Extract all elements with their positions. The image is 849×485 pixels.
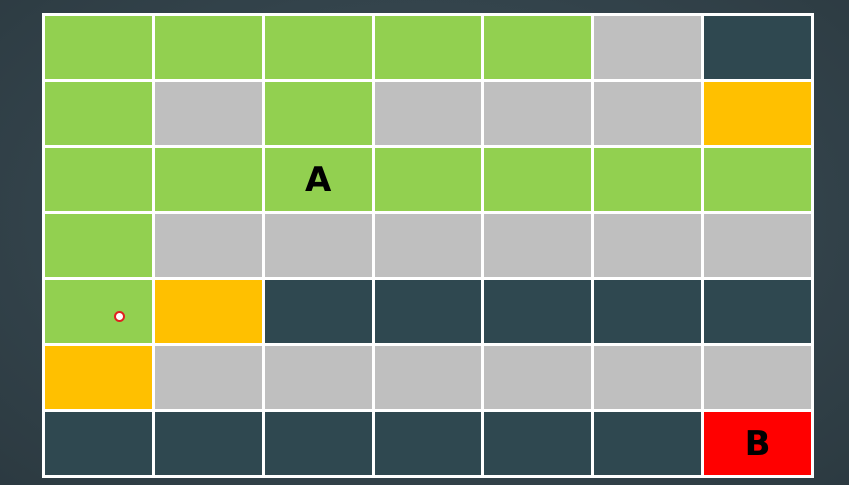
grid-cell-r6-c1[interactable] <box>155 412 262 475</box>
grid-cell-r1-c5[interactable] <box>594 82 701 145</box>
grid-cell-r4-c0[interactable] <box>45 280 152 343</box>
grid-cell-r0-c4[interactable] <box>484 16 591 79</box>
grid-cell-r1-c4[interactable] <box>484 82 591 145</box>
grid-cell-r3-c5[interactable] <box>594 214 701 277</box>
grid-cell-r0-c2[interactable] <box>265 16 372 79</box>
grid-cell-r2-c6[interactable] <box>704 148 811 211</box>
grid-cell-r3-c6[interactable] <box>704 214 811 277</box>
grid-cell-r5-c4[interactable] <box>484 346 591 409</box>
grid-cell-r5-c2[interactable] <box>265 346 372 409</box>
grid-cell-r4-c3[interactable] <box>375 280 482 343</box>
grid-cell-r3-c3[interactable] <box>375 214 482 277</box>
grid-cell-r5-c0[interactable] <box>45 346 152 409</box>
grid-cell-r5-c6[interactable] <box>704 346 811 409</box>
grid-cell-r2-c3[interactable] <box>375 148 482 211</box>
grid-cell-r2-c1[interactable] <box>155 148 262 211</box>
grid-cell-r0-c5[interactable] <box>594 16 701 79</box>
grid-cell-r2-c5[interactable] <box>594 148 701 211</box>
grid-cell-r4-c2[interactable] <box>265 280 372 343</box>
grid-cell-r0-c1[interactable] <box>155 16 262 79</box>
grid-cell-r1-c1[interactable] <box>155 82 262 145</box>
grid-cell-r5-c5[interactable] <box>594 346 701 409</box>
grid-cell-r4-c1[interactable] <box>155 280 262 343</box>
grid-cell-r2-c4[interactable] <box>484 148 591 211</box>
grid-cell-r3-c1[interactable] <box>155 214 262 277</box>
grid-cell-r4-c5[interactable] <box>594 280 701 343</box>
grid-cell-r2-c2[interactable]: A <box>265 148 372 211</box>
grid-cell-r6-c4[interactable] <box>484 412 591 475</box>
grid-cell-r2-c0[interactable] <box>45 148 152 211</box>
grid-cell-r3-c0[interactable] <box>45 214 152 277</box>
grid-cell-r6-c6[interactable]: B <box>704 412 811 475</box>
grid-cell-r3-c4[interactable] <box>484 214 591 277</box>
grid-cell-r1-c2[interactable] <box>265 82 372 145</box>
cursor-dot-icon <box>114 311 125 322</box>
grid-cell-r6-c3[interactable] <box>375 412 482 475</box>
grid-cell-r0-c0[interactable] <box>45 16 152 79</box>
grid-cell-r1-c6[interactable] <box>704 82 811 145</box>
grid-cell-r1-c3[interactable] <box>375 82 482 145</box>
grid-cell-r6-c2[interactable] <box>265 412 372 475</box>
grid-cell-r1-c0[interactable] <box>45 82 152 145</box>
grid-cell-r4-c4[interactable] <box>484 280 591 343</box>
grid-cell-r6-c0[interactable] <box>45 412 152 475</box>
cell-label-b: B <box>745 427 771 461</box>
grid-cell-r0-c3[interactable] <box>375 16 482 79</box>
grid-cell-r6-c5[interactable] <box>594 412 701 475</box>
grid-cell-r5-c1[interactable] <box>155 346 262 409</box>
grid-cell-r4-c6[interactable] <box>704 280 811 343</box>
grid-cell-r3-c2[interactable] <box>265 214 372 277</box>
grid-cell-r5-c3[interactable] <box>375 346 482 409</box>
grid-cell-r0-c6[interactable] <box>704 16 811 79</box>
cell-label-a: A <box>305 163 331 197</box>
